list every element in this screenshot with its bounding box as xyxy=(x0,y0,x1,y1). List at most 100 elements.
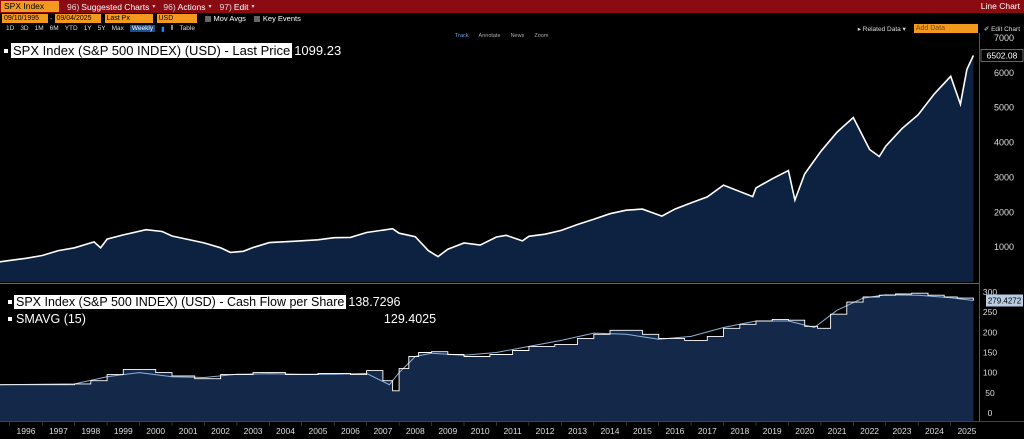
x-tick-label: 2007 xyxy=(373,426,392,436)
start-date-input[interactable]: 09/10/1995 xyxy=(2,14,48,23)
end-date-input[interactable]: 09/04/2025 xyxy=(54,14,101,23)
actions-menu[interactable]: 96) Actions ▾ xyxy=(163,2,211,12)
y-tick-label: 200 xyxy=(983,327,997,337)
x-tick-label: 1999 xyxy=(114,426,133,436)
y-tick-label: 150 xyxy=(983,348,997,358)
table-toggle[interactable]: Table xyxy=(179,25,195,32)
x-tick-label: 2006 xyxy=(341,426,360,436)
menu-number: 97) xyxy=(219,1,232,12)
y-tick-label: 3000 xyxy=(994,172,1014,182)
y-tick-label: 4000 xyxy=(994,138,1014,148)
related-data-button[interactable]: ▸ Related Data ▾ xyxy=(857,25,906,33)
y-tick-label: 300 xyxy=(983,287,997,297)
period-6m[interactable]: 6M xyxy=(49,25,59,32)
last-value-text: 279.4272 xyxy=(988,297,1022,306)
x-tick-label: 2025 xyxy=(957,426,976,436)
edit-menu[interactable]: 97) Edit ▾ xyxy=(220,2,255,12)
mov-avgs-checkbox[interactable] xyxy=(204,15,211,22)
period-1y[interactable]: 1Y xyxy=(83,25,92,32)
last-value-tag xyxy=(986,294,1023,307)
frequency-select[interactable]: Weekly xyxy=(129,25,156,32)
caret-down-icon: ▾ xyxy=(152,4,156,10)
x-tick-label: 2022 xyxy=(860,426,879,436)
add-data-input[interactable]: Add Data xyxy=(913,24,978,33)
bar-chart-icon[interactable]: ⫴ xyxy=(170,24,174,32)
x-tick-label: 1996 xyxy=(17,426,36,436)
period-bar: 1D 3D 1M 6M YTD 1Y 5Y Max Weekly ▮ ⫴ Tab… xyxy=(0,24,1024,33)
legend-marker-icon xyxy=(4,48,8,53)
chart-tools: Track Annotate News Zoom xyxy=(455,33,548,41)
candle-icon[interactable]: ▮ xyxy=(161,25,165,33)
news-tool[interactable]: News xyxy=(510,33,525,39)
x-tick-label: 2014 xyxy=(601,426,620,436)
edit-chart-button[interactable]: ✐ Edit Chart xyxy=(983,25,1020,33)
x-tick-label: 2017 xyxy=(698,426,717,436)
y-tick-label: 5000 xyxy=(994,103,1014,113)
settings-bar: 09/10/1995 - 09/04/2025 Last Px USD Mov … xyxy=(0,13,1024,24)
x-tick-label: 2009 xyxy=(438,426,457,436)
period-max[interactable]: Max xyxy=(111,25,124,32)
x-tick-label: 2016 xyxy=(665,426,684,436)
x-tick-label: 2015 xyxy=(633,426,652,436)
last-value-text: 6502.08 xyxy=(987,50,1018,60)
sma-line xyxy=(0,294,974,386)
x-tick-label: 2018 xyxy=(730,426,749,436)
ticker-input[interactable]: SPX Index xyxy=(1,1,59,12)
zoom-tool[interactable]: Zoom xyxy=(534,33,549,39)
y-tick-label: 0 xyxy=(988,408,993,418)
x-tick-label: 2021 xyxy=(828,426,847,436)
sma-legend-value: 129.4025 xyxy=(383,311,437,326)
price-line xyxy=(0,55,975,263)
x-tick-label: 2004 xyxy=(276,426,295,436)
period-5y[interactable]: 5Y xyxy=(97,25,106,32)
x-tick-label: 2023 xyxy=(893,426,912,436)
x-tick-label: 2013 xyxy=(568,426,587,436)
y-tick-label: 6000 xyxy=(994,68,1014,78)
price-legend-label: SPX Index (S&P 500 INDEX) (USD) - Last P… xyxy=(11,43,293,58)
period-1m[interactable]: 1M xyxy=(34,25,44,32)
period-3d[interactable]: 3D xyxy=(20,25,29,32)
x-tick-label: 2003 xyxy=(244,426,263,436)
period-1d[interactable]: 1D xyxy=(6,25,15,32)
y-tick-label: 250 xyxy=(983,307,997,317)
menu-label: Suggested Charts xyxy=(81,1,150,12)
cashflow-legend: SPX Index (S&P 500 INDEX) (USD) - Cash F… xyxy=(8,294,403,309)
currency-select[interactable]: USD xyxy=(156,14,197,23)
x-tick-label: 2005 xyxy=(309,426,328,436)
caret-down-icon: ▾ xyxy=(251,4,255,10)
menu-number: 96) xyxy=(163,1,176,12)
x-tick-label: 2020 xyxy=(795,426,814,436)
x-tick-label: 2012 xyxy=(536,426,555,436)
related-data-label: Related Data xyxy=(862,25,901,33)
x-tick-label: 2000 xyxy=(146,426,165,436)
track-tool[interactable]: Track xyxy=(455,33,469,39)
menu-number: 96) xyxy=(67,1,80,12)
key-events-label: Key Events xyxy=(262,14,301,23)
legend-marker-icon xyxy=(8,299,12,304)
x-tick-label: 2011 xyxy=(503,426,522,436)
x-tick-label: 1997 xyxy=(49,426,68,436)
edit-chart-label: Edit Chart xyxy=(991,25,1020,33)
menu-label: Edit xyxy=(233,1,249,12)
last-value-tag xyxy=(980,49,1024,62)
x-tick-label: 2008 xyxy=(406,426,425,436)
cashflow-line xyxy=(0,292,974,392)
period-ytd[interactable]: YTD xyxy=(64,25,78,32)
y-tick-label: 2000 xyxy=(994,207,1014,217)
command-bar: SPX Index 96) Suggested Charts ▾ 96) Act… xyxy=(0,0,1024,13)
date-separator: - xyxy=(50,14,53,23)
y-tick-label: 7000 xyxy=(994,33,1014,43)
key-events-checkbox[interactable] xyxy=(253,15,260,22)
x-tick-label: 2024 xyxy=(925,426,944,436)
sma-legend-label: SMAVG (15) xyxy=(16,311,86,326)
field-select[interactable]: Last Px xyxy=(104,14,153,23)
legend-marker-icon xyxy=(8,316,12,321)
suggested-charts-menu[interactable]: 96) Suggested Charts ▾ xyxy=(67,2,155,12)
y-tick-label: 1000 xyxy=(994,242,1014,252)
price-area-fill xyxy=(0,55,974,283)
annotate-tool[interactable]: Annotate xyxy=(478,33,501,39)
right-tools: ▸ Related Data ▾ Add Data ✐ Edit Chart xyxy=(858,24,1020,33)
cashflow-area-fill xyxy=(0,293,974,421)
